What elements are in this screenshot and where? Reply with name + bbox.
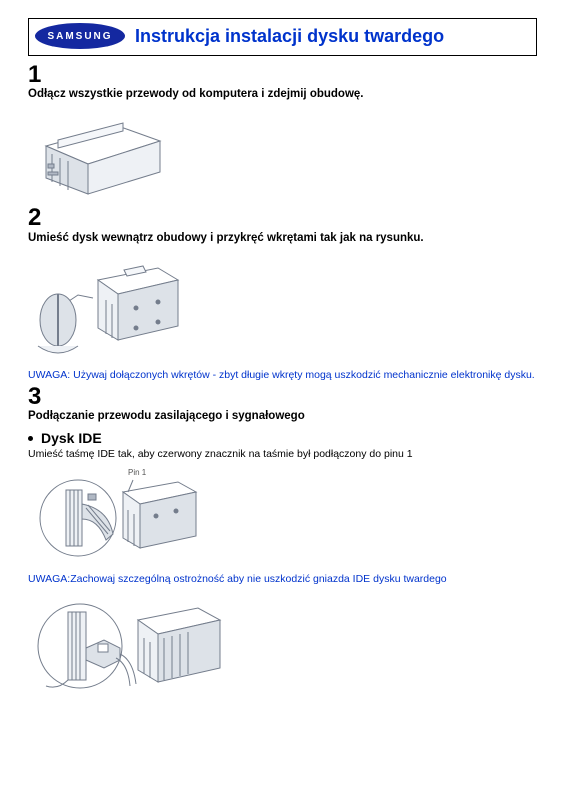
illustration-ide-cable [28, 464, 203, 569]
page-title: Instrukcja instalacji dysku twardego [135, 26, 444, 49]
step-3-number: 3 [28, 384, 537, 410]
step-2-warning: UWAGA: Używaj dołączonych wkrętów - zbyt… [28, 369, 537, 382]
step-3-text: Podłączanie przewodu zasilającego i sygn… [28, 410, 537, 422]
step-2-number: 2 [28, 205, 537, 231]
pin-1-label: Pin 1 [128, 468, 146, 477]
step-2-text: Umieść dysk wewnątrz obudowy i przykręć … [28, 232, 537, 244]
step-1-text: Odłącz wszystkie przewody od komputera i… [28, 88, 537, 100]
step-3-warning: UWAGA:Zachowaj szczególną ostrożność aby… [28, 573, 537, 586]
illustration-drive-mount [28, 250, 193, 365]
header-row: SAMSUNG Instrukcja instalacji dysku twar… [35, 23, 530, 49]
logo-text: SAMSUNG [47, 31, 112, 42]
step-3-subhead: Dysk IDE [41, 430, 102, 446]
step-1-number: 1 [28, 62, 537, 88]
step-2: 2 Umieść dysk wewnątrz obudowy i przykrę… [28, 205, 537, 382]
illustration-computer-case [28, 106, 178, 201]
header-box: SAMSUNG Instrukcja instalacji dysku twar… [28, 18, 537, 56]
step-3: 3 Podłączanie przewodu zasilającego i sy… [28, 384, 537, 706]
bullet-icon [28, 436, 33, 441]
step-3-subhead-row: Dysk IDE [28, 430, 537, 446]
illustration-power-connect [28, 590, 228, 705]
step-1: 1 Odłącz wszystkie przewody od komputera… [28, 62, 537, 201]
step-3-subtext: Umieść taśmę IDE tak, aby czerwony znacz… [28, 448, 537, 460]
samsung-logo: SAMSUNG [35, 23, 125, 49]
